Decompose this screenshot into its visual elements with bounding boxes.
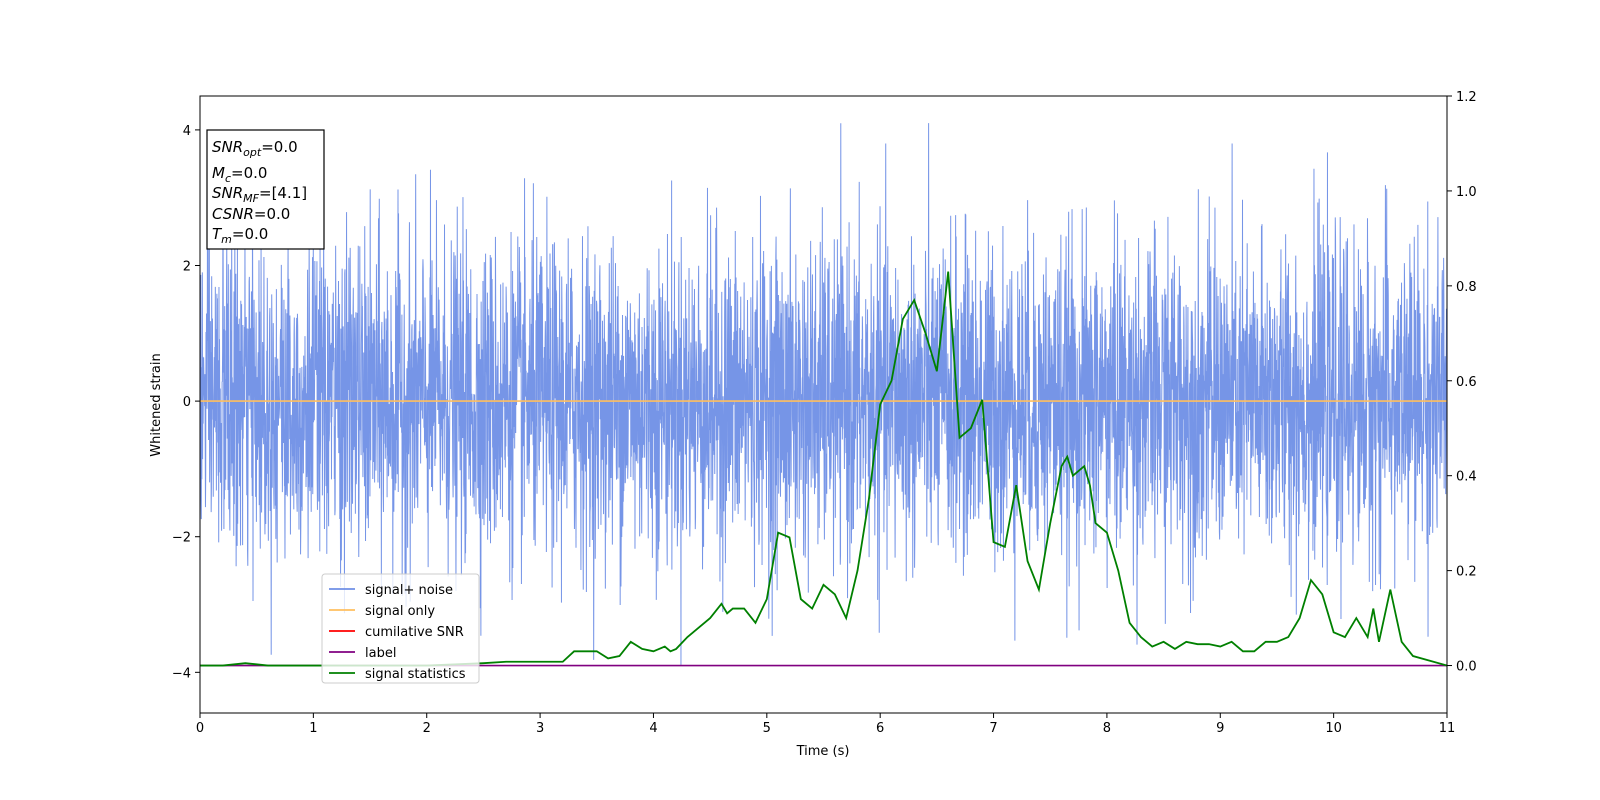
info-snr-opt: SNRopt=0.0 (212, 138, 298, 159)
y-axis-left: −4 −2 0 2 4 (172, 124, 200, 681)
x-tick-label: 2 (423, 721, 431, 736)
y-tick-label-right: 0.2 (1456, 565, 1477, 580)
x-tick-label: 8 (1103, 721, 1111, 736)
legend-label: signal+ noise (365, 583, 453, 598)
x-tick-label: 6 (876, 721, 884, 736)
legend-label: signal only (365, 604, 435, 619)
y-tick-label-left: −2 (172, 531, 191, 546)
legend-label: cumilative SNR (365, 625, 464, 640)
x-tick-label: 11 (1439, 721, 1456, 736)
y-tick-label-left: −4 (172, 666, 191, 681)
x-tick-label: 9 (1216, 721, 1224, 736)
y-tick-label-left: 2 (183, 260, 191, 275)
info-snr-mf: SNRMF=[4.1] (212, 184, 307, 205)
y-axis-label: Whitened strain (149, 353, 164, 456)
x-tick-label: 4 (649, 721, 657, 736)
x-tick-label: 7 (989, 721, 997, 736)
signal-noise-line (200, 123, 1447, 665)
y-tick-label-right: 1.0 (1456, 185, 1477, 200)
y-axis-right: 0.0 0.2 0.4 0.6 0.8 1.0 1.2 (1447, 90, 1477, 675)
x-tick-label: 1 (309, 721, 317, 736)
x-axis: 0 1 2 3 4 5 6 7 8 9 10 11 (196, 713, 1455, 736)
plot-frame (199, 95, 1448, 714)
signal-statistics-line (200, 271, 1447, 667)
legend-label: signal statistics (365, 667, 466, 682)
info-box: SNRopt=0.0 Mc=0.0 SNRMF=[4.1] CSNR=0.0 T… (206, 129, 325, 250)
info-box-frame (206, 129, 325, 250)
y-tick-label-right: 0.8 (1456, 280, 1477, 295)
info-mc: Mc=0.0 (212, 164, 267, 185)
signal-noise-series (200, 123, 1447, 665)
y-tick-label-right: 0.0 (1456, 660, 1477, 675)
info-tm: Tm=0.0 (212, 225, 268, 246)
legend-frame (321, 573, 480, 684)
y-tick-label-right: 1.2 (1456, 90, 1477, 105)
y-tick-label-left: 4 (183, 124, 191, 139)
legend-label: label (365, 646, 396, 661)
y-tick-label-right: 0.6 (1456, 375, 1477, 390)
x-tick-label: 3 (536, 721, 544, 736)
x-axis-label: Time (s) (796, 744, 850, 759)
y-tick-label-right: 0.4 (1456, 470, 1477, 485)
info-csnr: CSNR=0.0 (212, 205, 290, 223)
x-tick-label: 5 (763, 721, 771, 736)
x-tick-label: 0 (196, 721, 204, 736)
y-tick-label-left: 0 (183, 395, 191, 410)
x-tick-label: 10 (1325, 721, 1342, 736)
legend: signal+ noise signal only cumilative SNR la… (321, 573, 480, 684)
